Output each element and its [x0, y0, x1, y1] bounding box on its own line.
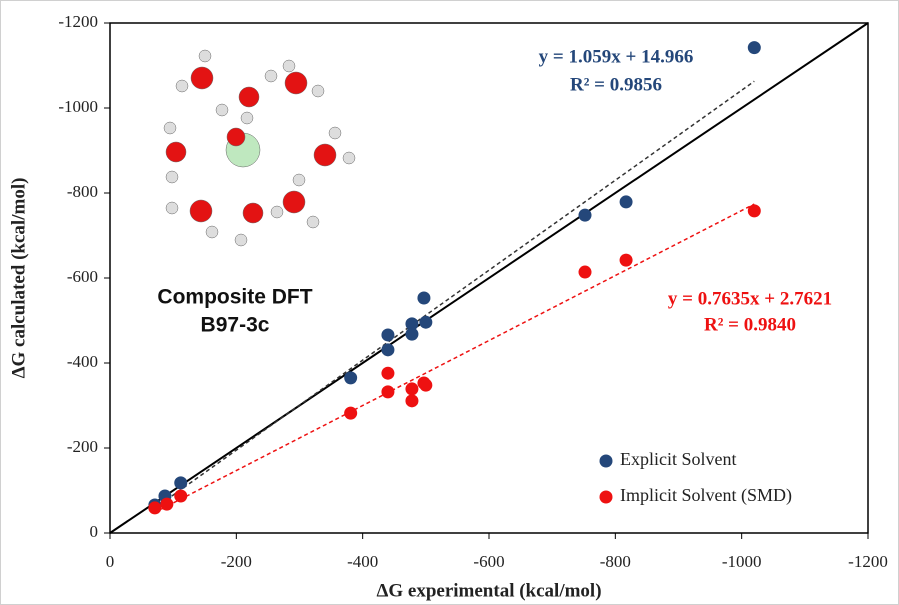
- y-tick-label: -800: [67, 182, 98, 201]
- data-point: [405, 328, 418, 341]
- data-point: [417, 291, 430, 304]
- data-point: [381, 328, 394, 341]
- chart: Composite DFT B97-3c ΔG experimental (kc…: [0, 0, 899, 605]
- x-tick-label: -800: [600, 552, 631, 571]
- y-tick-label: -1200: [58, 12, 98, 31]
- y-axis-title: ΔG calculated (kcal/mol): [8, 178, 29, 379]
- data-point: [748, 204, 761, 217]
- y-tick-label: -200: [67, 437, 98, 456]
- data-point: [344, 407, 357, 420]
- annotation: Composite DFT: [157, 286, 312, 309]
- x-tick-label: -1200: [848, 552, 888, 571]
- fit-r2: R² = 0.9840: [704, 314, 796, 335]
- data-point: [620, 254, 633, 267]
- data-point: [405, 382, 418, 395]
- data-point: [405, 394, 418, 407]
- data-point: [381, 343, 394, 356]
- y-tick-label: 0: [90, 522, 99, 541]
- data-point: [579, 266, 592, 279]
- legend-label: Explicit Solvent: [620, 449, 737, 469]
- legend-marker: [600, 455, 613, 468]
- legend-label: Implicit Solvent (SMD): [620, 485, 792, 506]
- annotation: B97-3c: [201, 314, 270, 337]
- x-tick-label: 0: [106, 552, 115, 571]
- data-point: [620, 195, 633, 208]
- fit-equation: y = 1.059x + 14.966: [539, 46, 694, 67]
- data-point: [419, 316, 432, 329]
- fit-equation: y = 0.7635x + 2.7621: [668, 288, 832, 309]
- x-tick-label: -400: [347, 552, 378, 571]
- data-point: [174, 476, 187, 489]
- data-point: [419, 379, 432, 392]
- data-point: [148, 501, 161, 514]
- x-tick-label: -200: [221, 552, 252, 571]
- data-point: [174, 490, 187, 503]
- data-point: [344, 371, 357, 384]
- fit-r2: R² = 0.9856: [570, 74, 662, 95]
- data-point: [160, 498, 173, 511]
- data-point: [579, 209, 592, 222]
- data-point: [748, 41, 761, 54]
- y-tick-label: -400: [67, 352, 98, 371]
- legend-marker: [600, 491, 613, 504]
- x-axis-title: ΔG experimental (kcal/mol): [376, 580, 601, 601]
- x-tick-label: -600: [473, 552, 504, 571]
- y-tick-label: -1000: [58, 97, 98, 116]
- x-tick-label: -1000: [722, 552, 762, 571]
- data-point: [381, 385, 394, 398]
- y-tick-label: -600: [67, 267, 98, 286]
- data-point: [381, 367, 394, 380]
